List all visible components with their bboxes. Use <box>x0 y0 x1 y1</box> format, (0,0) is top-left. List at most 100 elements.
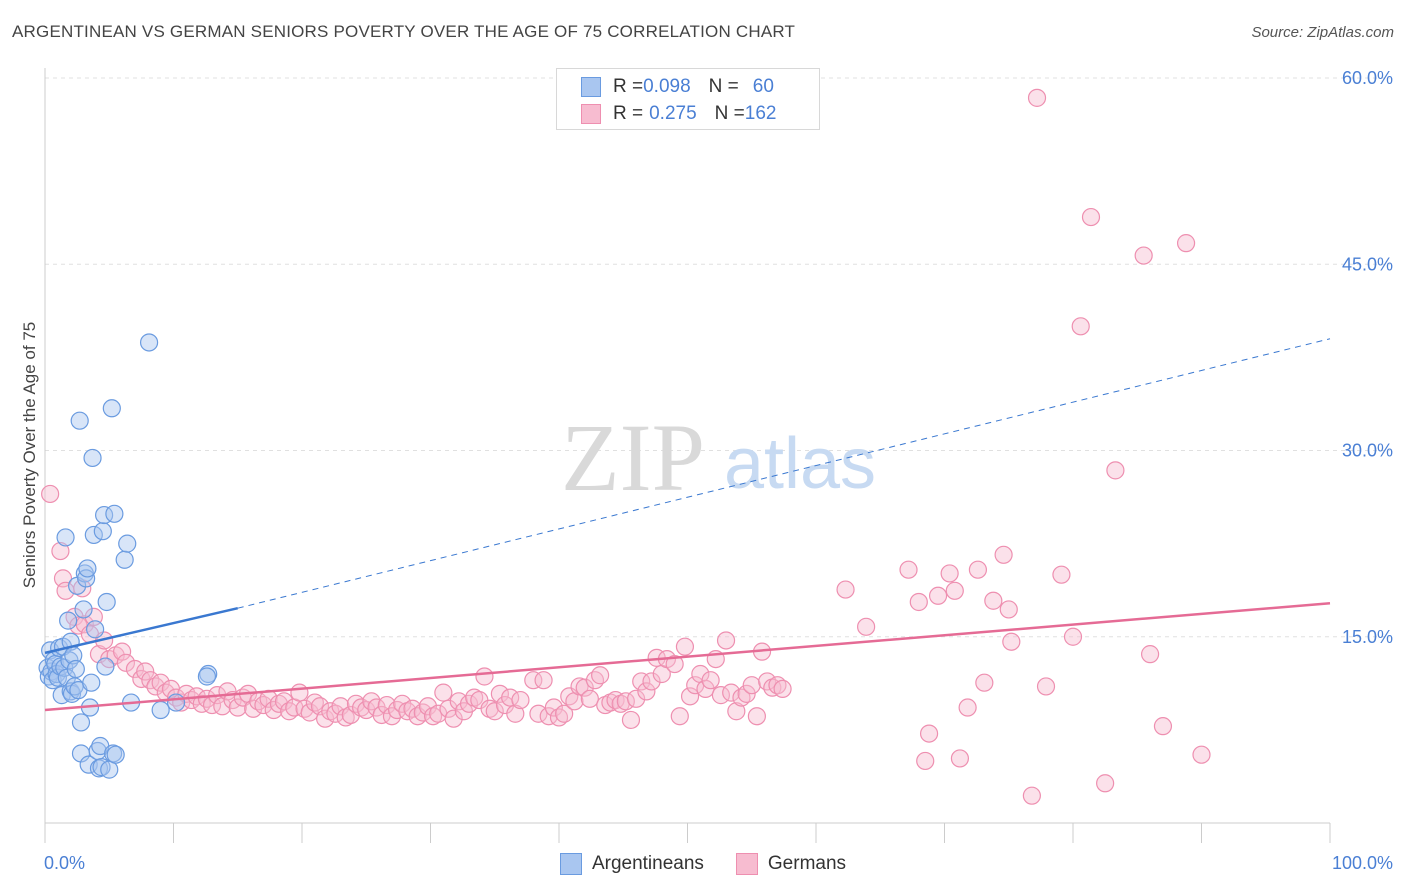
legend-label-germans: Germans <box>767 853 847 874</box>
data-point-germans <box>909 592 928 612</box>
data-point-germans <box>439 699 458 718</box>
data-point-germans <box>511 690 530 710</box>
data-point-germans <box>555 704 574 723</box>
data-point-germans <box>737 684 756 703</box>
data-point-germans <box>675 637 695 656</box>
legend-n-value: 60 <box>752 76 774 97</box>
data-point-germans <box>899 560 918 579</box>
data-point-germans <box>945 581 964 600</box>
data-point-germans <box>116 653 136 672</box>
data-point-germans <box>1052 565 1071 584</box>
data-point-argentineans <box>115 550 134 569</box>
data-point-argentineans <box>78 559 97 578</box>
data-point-germans <box>637 682 656 701</box>
data-point-argentineans <box>166 693 186 712</box>
data-point-germans <box>747 707 766 726</box>
data-point-germans <box>1063 627 1083 646</box>
data-point-germans <box>228 698 247 717</box>
data-point-argentineans <box>118 534 137 553</box>
trend-line-argentineans-extended <box>237 338 1331 609</box>
data-point-argentineans <box>82 673 101 692</box>
data-point-germans <box>1002 632 1021 651</box>
data-point-argentineans <box>66 659 85 679</box>
data-point-argentineans <box>71 713 91 732</box>
data-point-germans <box>773 679 792 699</box>
data-point-germans <box>1022 786 1041 805</box>
data-point-germans <box>958 698 977 717</box>
x-tick-label: 0.0% <box>44 853 85 873</box>
watermark-zip: ZIP <box>561 404 705 511</box>
legend-r-label: R = <box>613 103 644 124</box>
data-point-germans <box>999 600 1018 619</box>
data-point-germans <box>151 673 170 692</box>
data-point-germans <box>434 683 453 702</box>
data-point-germans <box>975 673 994 692</box>
watermark-atlas: atlas <box>724 424 876 504</box>
data-point-germans <box>591 666 610 685</box>
data-point-germans <box>1071 317 1090 336</box>
data-point-germans <box>916 751 935 771</box>
data-point-germans <box>940 564 959 583</box>
legend-item-germans[interactable]: Germans <box>735 853 847 875</box>
legend-r-value: 0.275 <box>649 103 697 124</box>
data-point-germans <box>994 545 1013 564</box>
data-point-argentineans <box>59 611 78 630</box>
data-point-germans <box>722 683 741 702</box>
data-point-germans <box>950 749 970 768</box>
data-point-germans <box>290 683 309 702</box>
y-tick-label: 30.0% <box>1342 441 1393 461</box>
data-point-argentineans <box>86 620 105 639</box>
data-point-germans <box>680 687 700 706</box>
data-point-germans <box>670 707 689 726</box>
data-point-germans <box>1027 88 1047 107</box>
data-point-germans <box>475 667 494 686</box>
y-tick-label: 15.0% <box>1342 627 1393 647</box>
legend-r-value: 0.098 <box>643 76 691 97</box>
y-axis-label: Seniors Poverty Over the Age of 75 <box>20 321 39 589</box>
data-point-argentineans <box>197 667 217 686</box>
legend-swatch-argentineans <box>581 77 601 97</box>
legend-r-label: R = <box>613 76 644 97</box>
data-point-argentineans <box>151 700 170 720</box>
legend-item-argentineans[interactable]: Argentineans <box>559 853 704 875</box>
data-point-germans <box>696 679 715 699</box>
data-point-argentineans <box>83 448 102 468</box>
legend-n-value: 162 <box>744 103 777 124</box>
data-point-argentineans <box>84 525 103 545</box>
data-point-germans <box>490 684 509 703</box>
data-point-germans <box>626 689 646 708</box>
data-point-germans <box>377 695 396 715</box>
data-point-germans <box>727 702 746 721</box>
series-legend: Argentineans Germans <box>0 850 1406 878</box>
data-point-germans <box>112 642 132 661</box>
data-point-germans <box>642 672 661 691</box>
data-point-argentineans <box>105 504 124 523</box>
data-point-argentineans <box>139 333 159 352</box>
data-point-germans <box>1176 234 1196 253</box>
data-point-germans <box>701 671 720 690</box>
source-label: Source: ZipAtlas.com <box>1251 24 1394 41</box>
data-point-germans <box>1096 774 1115 793</box>
data-point-argentineans <box>93 522 112 541</box>
data-point-argentineans <box>97 592 116 612</box>
data-point-germans <box>716 631 736 650</box>
data-point-germans <box>51 541 70 561</box>
legend-swatch-argentineans <box>559 853 582 875</box>
data-point-germans <box>1192 745 1211 764</box>
data-point-germans <box>418 697 438 716</box>
data-point-germans <box>621 710 641 730</box>
data-point-germans <box>836 580 855 599</box>
data-point-germans <box>984 591 1003 610</box>
data-point-argentineans <box>70 411 89 430</box>
data-point-germans <box>136 662 155 681</box>
data-point-germans <box>575 678 594 697</box>
data-point-argentineans <box>74 600 93 619</box>
legend-swatch-germans <box>735 853 758 875</box>
chart-title: ARGENTINEAN VS GERMAN SENIORS POVERTY OV… <box>12 22 796 41</box>
x-tick-label: 100.0% <box>1332 853 1393 873</box>
legend-label-argentineans: Argentineans <box>591 853 704 874</box>
tick-labels: 15.0% 30.0% 45.0% 60.0% 0.0% 100.0% <box>44 68 1393 873</box>
data-point-germans <box>580 689 599 708</box>
trend-line-germans <box>44 601 1331 712</box>
